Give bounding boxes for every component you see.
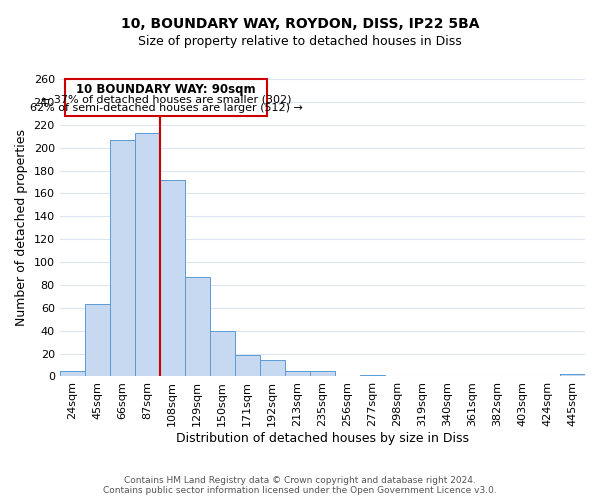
Bar [135, 133, 160, 376]
Text: Contains public sector information licensed under the Open Government Licence v3: Contains public sector information licen… [103, 486, 497, 495]
Bar [235, 354, 260, 376]
Text: ← 37% of detached houses are smaller (302): ← 37% of detached houses are smaller (30… [41, 94, 291, 104]
Y-axis label: Number of detached properties: Number of detached properties [15, 129, 28, 326]
Bar [59, 370, 85, 376]
Bar [260, 360, 285, 376]
X-axis label: Distribution of detached houses by size in Diss: Distribution of detached houses by size … [176, 432, 469, 445]
Text: Size of property relative to detached houses in Diss: Size of property relative to detached ho… [138, 35, 462, 48]
Bar [185, 277, 210, 376]
Bar [285, 370, 310, 376]
Bar [210, 330, 235, 376]
Text: 62% of semi-detached houses are larger (512) →: 62% of semi-detached houses are larger (… [29, 102, 302, 113]
FancyBboxPatch shape [65, 79, 267, 116]
Bar [310, 370, 335, 376]
Bar [160, 180, 185, 376]
Bar [560, 374, 585, 376]
Bar [85, 304, 110, 376]
Text: 10 BOUNDARY WAY: 90sqm: 10 BOUNDARY WAY: 90sqm [76, 83, 256, 96]
Bar [110, 140, 135, 376]
Text: Contains HM Land Registry data © Crown copyright and database right 2024.: Contains HM Land Registry data © Crown c… [124, 476, 476, 485]
Text: 10, BOUNDARY WAY, ROYDON, DISS, IP22 5BA: 10, BOUNDARY WAY, ROYDON, DISS, IP22 5BA [121, 18, 479, 32]
